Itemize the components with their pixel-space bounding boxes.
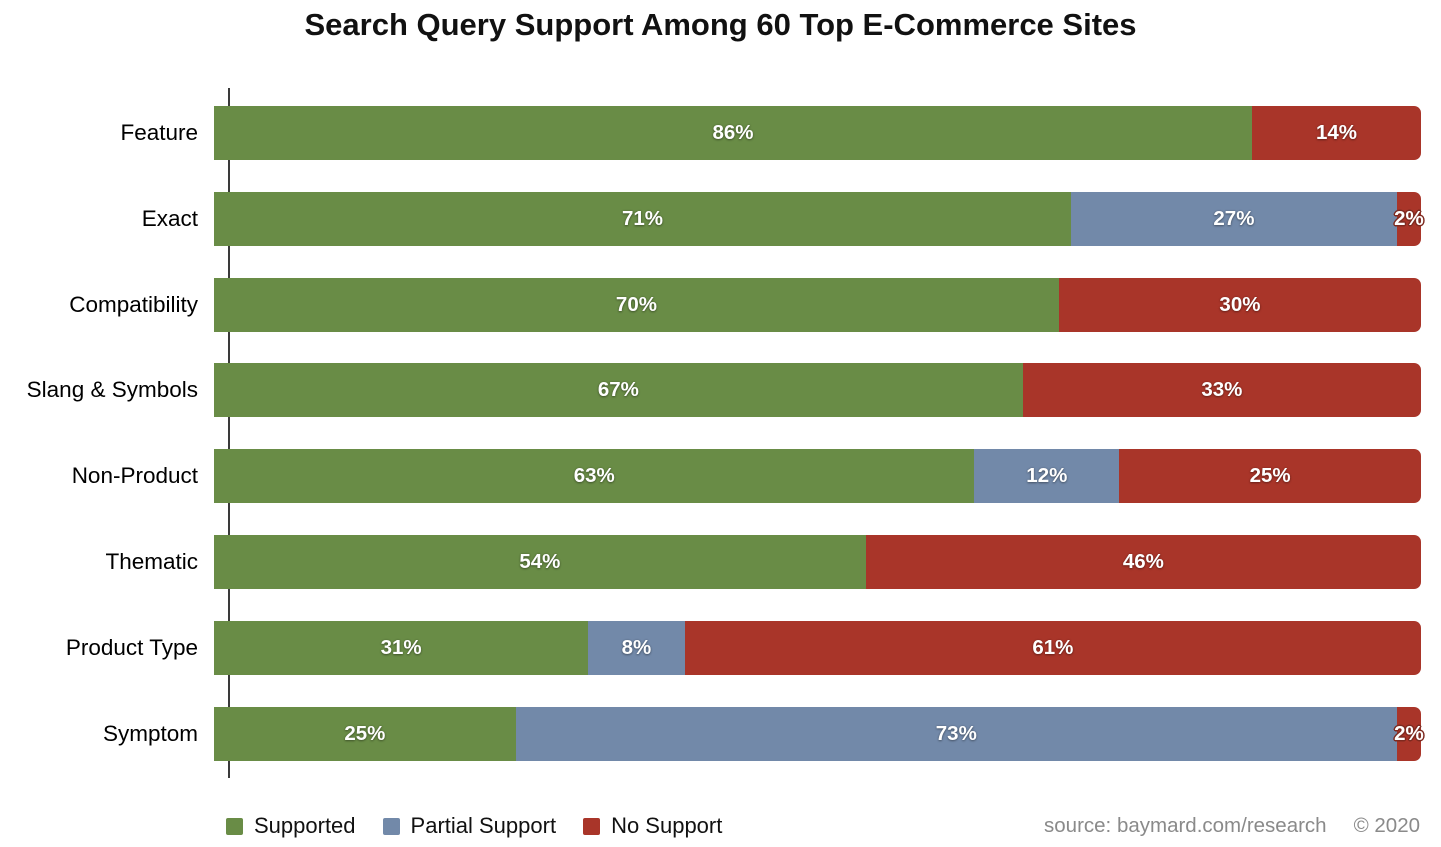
segment-value-label: 8% [621, 635, 652, 659]
segment-value-label: 14% [1315, 120, 1358, 144]
category-label: Symptom [102, 720, 198, 746]
stacked-bar: 71% 27% 2% [214, 191, 1424, 246]
category-label: Exact [141, 205, 198, 231]
bar-segment-none: 14% [1252, 105, 1421, 160]
segment-value-label: 2% [1394, 206, 1424, 230]
chart-row: Compatibility 70% 30% [0, 262, 1421, 348]
chart-rows: Feature 86% 14% Exact 71% 27% 2% Compatibility 7… [0, 90, 1424, 777]
segment-value-label: 54% [519, 550, 561, 574]
legend-item-partial-support: Partial Support [382, 813, 557, 839]
stacked-bar: 86% 14% [214, 105, 1421, 160]
stacked-bar: 63% 12% 25% [214, 449, 1421, 504]
stacked-bar: 67% 33% [214, 363, 1421, 418]
segment-value-label: 25% [1249, 464, 1291, 488]
category-label: Non-Product [71, 463, 198, 489]
bar-segment-partial: 8% [588, 620, 685, 675]
bar-segment-supported: 31% [214, 620, 589, 675]
segment-value-label: 70% [615, 292, 657, 316]
stacked-bar: 25% 73% 2% [214, 706, 1424, 761]
supported-swatch-icon [226, 817, 243, 835]
segment-value-label: 73% [935, 721, 977, 745]
copyright-text: © 2020 [1353, 814, 1420, 837]
segment-value-label: 71% [621, 206, 663, 230]
segment-value-label: 67% [597, 378, 639, 402]
legend-label: Supported [254, 813, 356, 838]
bar-segment-none: 2% [1394, 706, 1424, 761]
category-label: Thematic [105, 549, 198, 575]
bar-segment-none: 61% [684, 620, 1421, 675]
segment-value-label: 31% [380, 635, 422, 659]
legend-item-no-support: No Support [583, 813, 722, 839]
chart-row: Feature 86% 14% [0, 90, 1421, 176]
bar-segment-supported: 67% [214, 363, 1023, 418]
no-support-swatch-icon [583, 817, 601, 835]
category-label: Slang & Symbols [26, 377, 198, 403]
bar-segment-partial: 27% [1070, 191, 1397, 246]
bar-track: 71% 27% 2% [214, 191, 1424, 246]
segment-value-label: 30% [1219, 292, 1261, 316]
legend-item-supported: Supported [226, 813, 356, 839]
bar-track: 31% 8% 61% [214, 620, 1421, 675]
legend-label: No Support [611, 813, 723, 838]
chart-row: Exact 71% 27% 2% [0, 176, 1424, 262]
bar-segment-none: 2% [1394, 191, 1424, 246]
bar-segment-supported: 54% [214, 535, 866, 590]
bar-segment-supported: 70% [214, 277, 1059, 332]
bar-segment-none: 30% [1058, 277, 1421, 332]
segment-value-label: 27% [1213, 206, 1255, 230]
stacked-bar: 31% 8% 61% [214, 620, 1421, 675]
stacked-bar: 54% 46% [214, 535, 1421, 590]
bar-segment-none: 33% [1022, 363, 1421, 418]
segment-value-label: 86% [712, 120, 754, 144]
bar-track: 86% 14% [214, 105, 1421, 160]
bar-segment-supported: 25% [214, 706, 516, 761]
bar-track: 70% 30% [214, 277, 1421, 332]
chart-row: Slang & Symbols 67% 33% [0, 348, 1421, 434]
chart-row: Symptom 25% 73% 2% [0, 691, 1424, 777]
segment-value-label: 25% [344, 721, 386, 745]
segment-value-label: 2% [1394, 721, 1424, 745]
partial-support-swatch-icon [382, 817, 400, 835]
bar-segment-supported: 86% [214, 105, 1253, 160]
chart-row: Thematic 54% 46% [0, 519, 1421, 605]
category-label: Compatibility [69, 291, 198, 317]
bar-segment-partial: 12% [974, 449, 1120, 504]
segment-value-label: 12% [1026, 464, 1068, 488]
y-axis-line [228, 88, 230, 778]
segment-value-label: 46% [1122, 550, 1164, 574]
bar-track: 63% 12% 25% [214, 449, 1421, 504]
chart-row: Non-Product 63% 12% 25% [0, 433, 1421, 519]
bar-segment-partial: 73% [515, 706, 1397, 761]
chart-row: Product Type 31% 8% 61% [0, 605, 1421, 691]
bar-track: 67% 33% [214, 363, 1421, 418]
bar-segment-supported: 71% [214, 191, 1071, 246]
segment-value-label: 33% [1201, 378, 1243, 402]
legend: Supported Partial Support No Support [226, 809, 722, 843]
source-text: source: baymard.com/research [1044, 814, 1327, 837]
legend-label: Partial Support [410, 813, 557, 838]
bar-track: 54% 46% [214, 535, 1421, 590]
category-label: Product Type [65, 634, 198, 660]
source-attribution: source: baymard.com/research © 2020 [1044, 809, 1420, 843]
bar-segment-none: 46% [865, 535, 1421, 590]
chart-title: Search Query Support Among 60 Top E-Comm… [304, 7, 1137, 42]
bar-segment-supported: 63% [214, 449, 975, 504]
category-label: Feature [120, 119, 198, 145]
bar-track: 25% 73% 2% [214, 706, 1424, 761]
segment-value-label: 61% [1032, 635, 1074, 659]
segment-value-label: 63% [573, 464, 615, 488]
bar-segment-none: 25% [1119, 449, 1421, 504]
stacked-bar: 70% 30% [214, 277, 1421, 332]
